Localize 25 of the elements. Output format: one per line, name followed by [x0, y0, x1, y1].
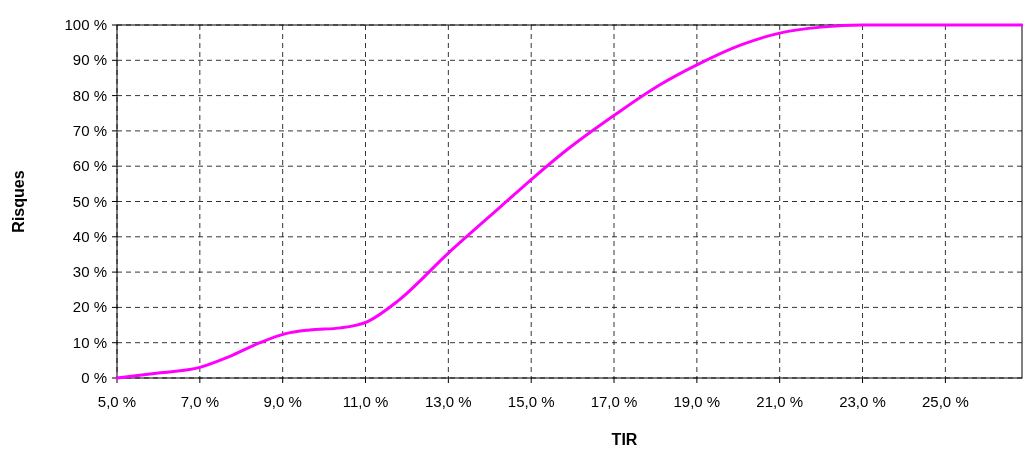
- x-tick-label: 13,0 %: [425, 393, 472, 410]
- y-tick-label: 50 %: [72, 192, 107, 210]
- y-tick-label: 20 %: [72, 298, 107, 316]
- y-tick-label: 80 %: [72, 86, 107, 104]
- x-tick-label: 17,0 %: [590, 393, 638, 410]
- x-tick-label: 25,0 %: [922, 393, 969, 410]
- x-tick-label: 19,0 %: [673, 393, 721, 410]
- x-tick-label: 23,0 %: [839, 393, 886, 410]
- x-tick-label: 15,0 %: [507, 393, 555, 410]
- y-tick-label: 0 %: [81, 369, 107, 386]
- x-tick-label: 11,0 %: [342, 393, 389, 410]
- x-tick-label: 7,0 %: [180, 393, 220, 410]
- x-tick-label: 21,0 %: [756, 393, 804, 410]
- x-tick-label: 5,0 %: [97, 393, 137, 410]
- y-tick-label: 70 %: [72, 121, 107, 139]
- y-tick-label: 60 %: [72, 157, 107, 175]
- x-tick-label: 9,0 %: [263, 393, 302, 410]
- y-tick-label: 100 %: [64, 16, 107, 33]
- x-axis-title: TIR: [611, 431, 638, 448]
- y-tick-label: 90 %: [72, 51, 107, 69]
- line-series: [115, 23, 1023, 380]
- y-tick-label: 30 %: [72, 263, 107, 281]
- y-axis-title: Risques: [10, 170, 27, 233]
- y-tick-label: 10 %: [72, 333, 107, 351]
- y-tick-label: 40 %: [72, 227, 107, 245]
